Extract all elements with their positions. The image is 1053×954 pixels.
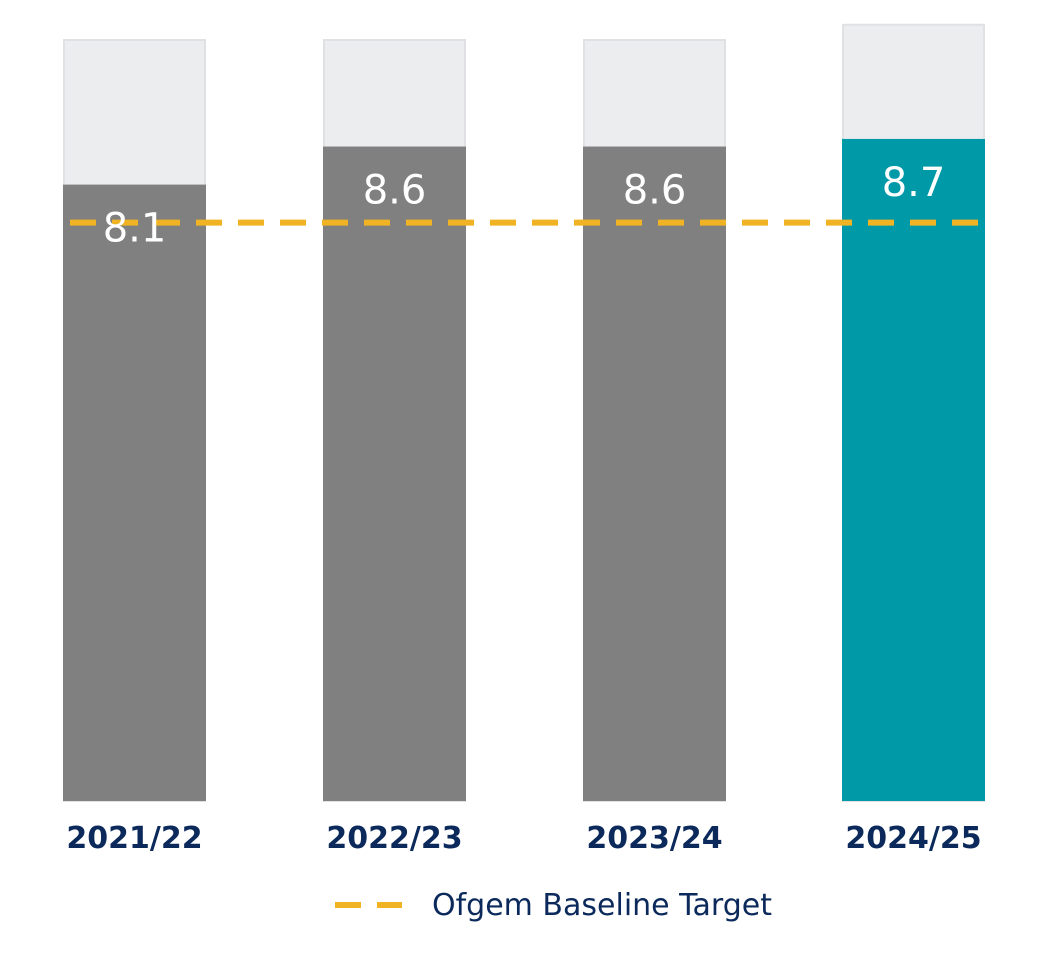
- category-label: 2024/25: [845, 821, 981, 856]
- category-label: 2023/24: [586, 821, 722, 856]
- value-label: 8.6: [623, 168, 687, 214]
- value-label: 8.6: [363, 168, 427, 214]
- legend: Ofgem Baseline Target: [335, 888, 772, 923]
- category-label: 2021/22: [66, 821, 202, 856]
- category-label: 2022/23: [326, 821, 462, 856]
- value-label: 8.1: [103, 206, 167, 252]
- bar-2024-25: [842, 138, 985, 801]
- bars-group: [63, 23, 985, 802]
- bar-2023-24: [583, 146, 726, 802]
- value-labels-group: 8.1 8.6 8.6 8.7: [103, 160, 946, 252]
- bar-2021-22: [63, 184, 206, 802]
- bar-2022-23: [323, 146, 466, 802]
- category-labels-group: 2021/22 2022/23 2023/24 2024/25: [66, 821, 981, 856]
- value-label: 8.7: [882, 160, 946, 206]
- legend-label: Ofgem Baseline Target: [432, 888, 772, 923]
